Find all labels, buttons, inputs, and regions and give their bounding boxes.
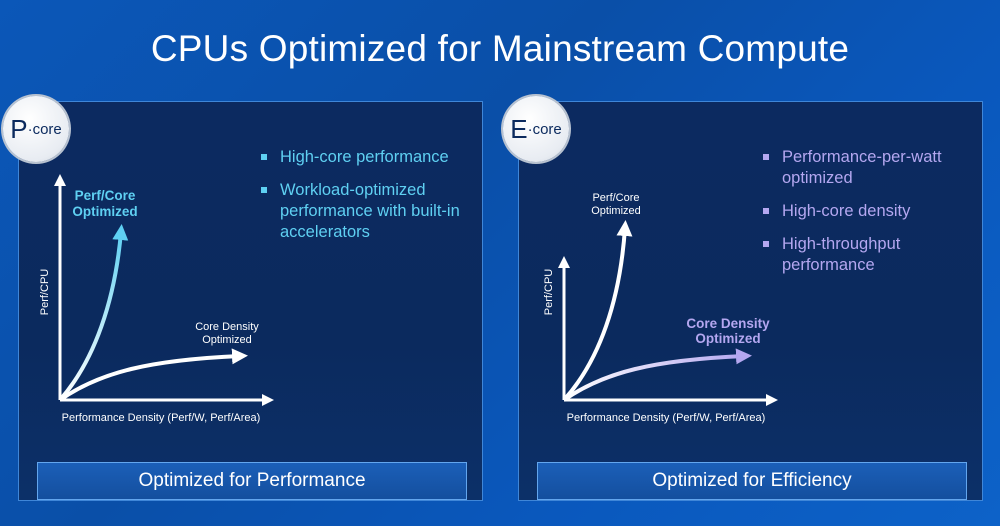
p-core-low-label-2: Optimized: [202, 334, 252, 346]
e-core-y-axis-label: Perf/CPU: [543, 269, 555, 316]
p-core-badge-letter: P: [10, 113, 28, 144]
p-core-high-curve: [58, 224, 129, 402]
p-core-footer: Optimized for Performance: [37, 462, 467, 500]
p-core-high-label-2: Optimized: [72, 204, 137, 219]
e-core-high-label-2: Optimized: [591, 205, 641, 217]
p-core-high-label-1: Perf/Core: [75, 188, 136, 203]
p-core-panel: Optimized for Performance: [18, 101, 483, 501]
p-core-badge: P ·core: [3, 96, 69, 162]
e-core-chart: Perf/Core Optimized Core Density Optimiz…: [543, 192, 778, 424]
p-core-badge-suffix: ·core: [27, 120, 62, 138]
p-core-bullet-list: High-core performance Workload-optimized…: [258, 147, 488, 255]
slide-title: CPUs Optimized for Mainstream Compute: [150, 28, 850, 69]
p-core-y-axis-label: Perf/CPU: [39, 269, 51, 316]
e-core-bullet: High-throughput performance: [760, 234, 980, 276]
e-core-badge-suffix: ·core: [527, 120, 562, 138]
e-core-bullet: Performance-per-watt optimized: [760, 147, 980, 189]
e-core-x-axis-label: Performance Density (Perf/W, Perf/Area): [567, 412, 766, 424]
e-core-low-label-1: Core Density: [686, 316, 770, 331]
p-core-bullet: High-core performance: [258, 147, 488, 168]
p-core-low-curve: [58, 348, 248, 402]
e-core-high-label-1: Perf/Core: [592, 192, 639, 204]
e-core-low-label-2: Optimized: [695, 331, 760, 346]
e-core-high-curve: [562, 220, 633, 402]
e-core-panel: Optimized for Efficiency: [518, 101, 983, 501]
e-core-bullet: High-core density: [760, 201, 980, 222]
e-core-low-curve: [562, 348, 752, 402]
e-core-footer: Optimized for Efficiency: [537, 462, 967, 500]
p-core-chart: Perf/Core Optimized Core Density Optimiz…: [39, 174, 274, 424]
e-core-badge-letter: E: [510, 113, 528, 144]
p-core-x-axis-label: Performance Density (Perf/W, Perf/Area): [62, 412, 261, 424]
p-core-low-label-1: Core Density: [195, 321, 259, 333]
e-core-bullet-list: Performance-per-watt optimized High-core…: [760, 147, 980, 288]
e-core-badge: E ·core: [503, 96, 569, 162]
p-core-bullet: Workload-optimized performance with buil…: [258, 180, 488, 243]
